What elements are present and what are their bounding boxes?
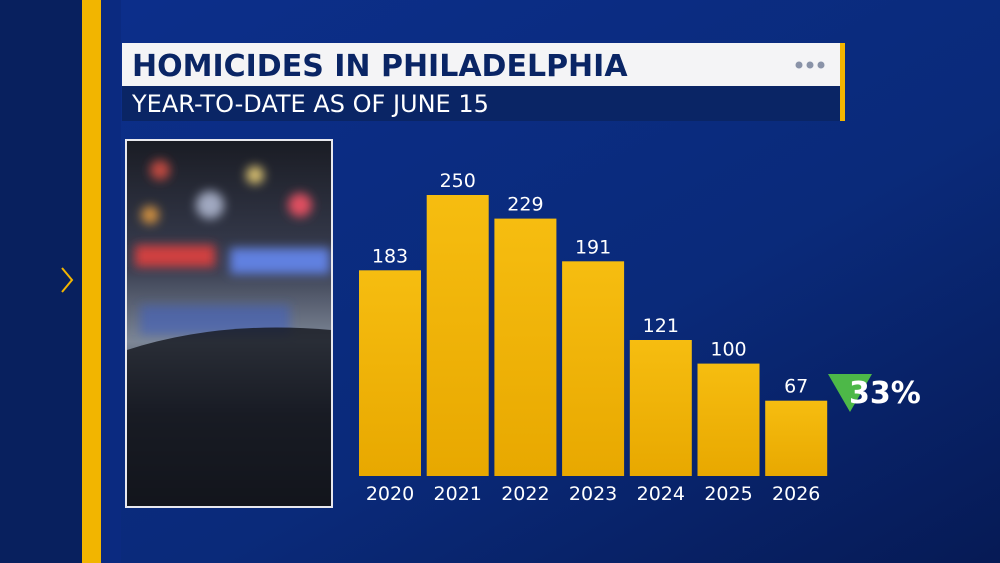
x-tick-label: 2023 (569, 483, 617, 505)
data-label: 121 (643, 315, 679, 337)
bar (629, 339, 692, 476)
x-tick-label: 2022 (501, 483, 549, 505)
bar (562, 261, 625, 476)
menu-dots (795, 61, 825, 69)
data-label: 191 (575, 236, 611, 258)
chart-title: HOMICIDES IN PHILADELPHIA (132, 49, 628, 84)
left-panel (0, 0, 82, 563)
bar (426, 195, 489, 476)
data-label: 250 (440, 170, 476, 192)
arrow-icon (61, 267, 74, 293)
x-tick-label: 2021 (434, 483, 482, 505)
title-bar (122, 43, 840, 86)
change-annotation: 33% (849, 376, 921, 411)
photo (127, 141, 331, 506)
data-label: 67 (784, 376, 808, 398)
x-tick-label: 2020 (366, 483, 414, 505)
data-label: 229 (507, 194, 543, 216)
subtitle-bar (122, 86, 840, 121)
accent-stripe (82, 0, 101, 563)
bar (359, 270, 421, 476)
x-tick-label: 2026 (772, 483, 820, 505)
data-label: 100 (710, 339, 746, 361)
x-tick-label: 2024 (637, 483, 685, 505)
data-label: 183 (372, 245, 408, 267)
bar (765, 400, 828, 476)
accent-edge (101, 0, 121, 563)
bar (494, 218, 557, 476)
title-accent (840, 43, 845, 121)
chart-subtitle: YEAR-TO-DATE AS OF JUNE 15 (131, 90, 489, 118)
bar (697, 363, 760, 476)
down-arrow (828, 374, 872, 412)
x-tick-label: 2025 (704, 483, 752, 505)
